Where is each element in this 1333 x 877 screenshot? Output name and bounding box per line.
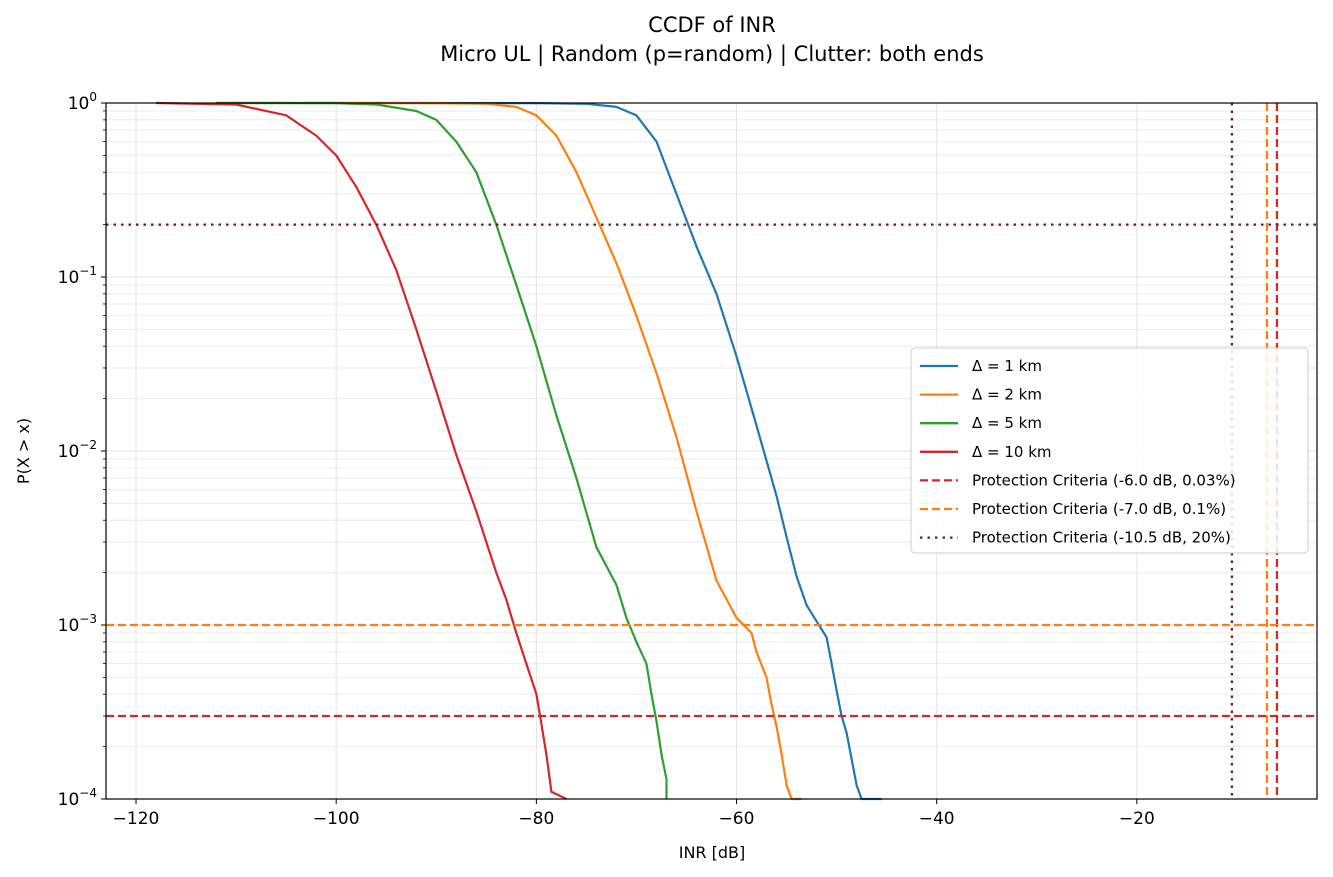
legend-label-3: Δ = 5 km	[972, 414, 1042, 432]
x-tick-label: −100	[313, 809, 360, 829]
legend: Δ = 1 km Δ = 2 km Δ = 5 km Δ = 10 km Protect…	[910, 347, 1309, 554]
chart-title: CCDF of INR	[648, 13, 776, 37]
legend-box	[910, 347, 1309, 554]
x-axis-ticks: −120 −100 −80 −60 −40 −20	[113, 799, 1155, 829]
x-tick-label: −40	[919, 809, 955, 829]
y-tick-label: 10−1	[58, 264, 97, 288]
series-line-2	[216, 101, 802, 801]
chart-subtitle: Micro UL | Random (p=random) | Clutter: …	[440, 42, 984, 67]
legend-label-2: Δ = 2 km	[972, 386, 1042, 404]
y-axis-label: P(X > x)	[14, 418, 33, 484]
x-tick-label: −20	[1119, 809, 1155, 829]
legend-label-5: Protection Criteria (-6.0 dB, 0.03%)	[972, 471, 1236, 489]
legend-label-4: Δ = 10 km	[972, 443, 1052, 461]
series-line-1	[306, 101, 882, 801]
legend-label-1: Δ = 1 km	[972, 357, 1042, 375]
series-line-3	[216, 101, 668, 799]
x-axis-label: INR [dB]	[679, 843, 746, 862]
series-line-4	[155, 101, 567, 800]
series-layer	[155, 101, 882, 801]
x-tick-label: −60	[719, 809, 755, 829]
x-tick-label: −80	[518, 809, 554, 829]
legend-label-6: Protection Criteria (-7.0 dB, 0.1%)	[972, 500, 1226, 518]
legend-label-7: Protection Criteria (-10.5 dB, 20%)	[972, 529, 1231, 547]
x-tick-label: −120	[113, 809, 160, 829]
